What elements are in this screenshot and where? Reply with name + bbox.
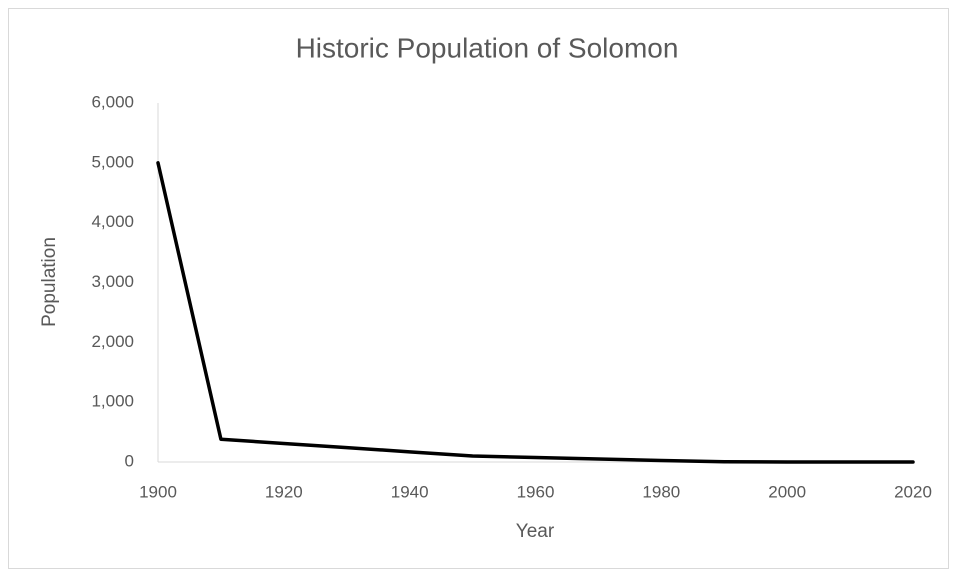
x-tick-label: 2020 [894, 482, 932, 501]
x-tick-label: 1900 [139, 482, 177, 501]
line-series [156, 161, 915, 464]
x-axis-label: Year [516, 521, 555, 542]
x-tick-label: 1960 [517, 482, 555, 501]
y-tick-label: 2,000 [91, 332, 134, 351]
y-tick-label: 1,000 [91, 392, 134, 411]
y-axis-label: Population [39, 237, 60, 327]
y-tick-label: 0 [125, 451, 134, 470]
x-tick-label: 1920 [265, 482, 303, 501]
x-tick-label: 1980 [642, 482, 680, 501]
chart-frame [8, 8, 949, 569]
x-tick-label: 1940 [391, 482, 429, 501]
y-tick-label: 4,000 [91, 212, 134, 231]
x-tick-label: 2000 [768, 482, 806, 501]
y-tick-label: 5,000 [91, 152, 134, 171]
chart-title: Historic Population of Solomon [296, 32, 679, 63]
y-tick-label: 3,000 [91, 272, 134, 291]
y-tick-label: 6,000 [91, 92, 134, 111]
